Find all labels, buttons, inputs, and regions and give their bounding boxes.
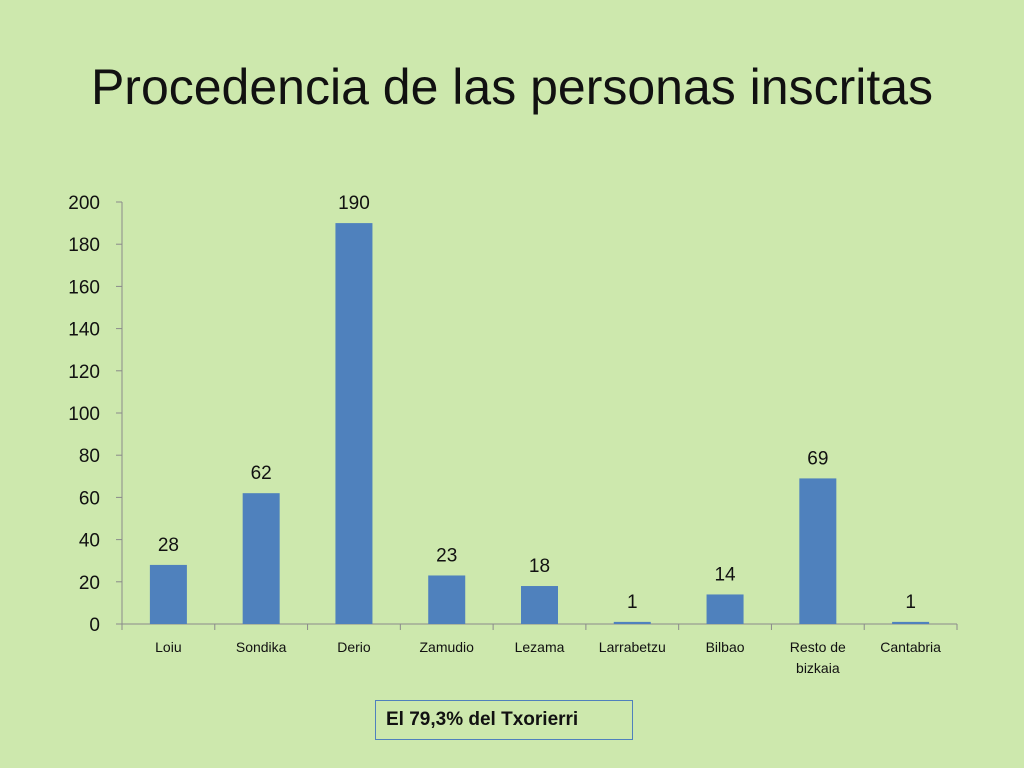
category-label: Sondika bbox=[236, 639, 287, 655]
bar bbox=[149, 564, 187, 624]
category-label: Zamudio bbox=[419, 639, 474, 655]
y-tick-label: 20 bbox=[79, 573, 100, 594]
y-tick-label: 80 bbox=[79, 446, 100, 467]
y-tick-label: 120 bbox=[68, 362, 100, 383]
bar bbox=[242, 493, 280, 624]
category-label: Bilbao bbox=[706, 639, 745, 655]
slide-title: Procedencia de las personas inscritas bbox=[90, 59, 934, 115]
category-label: Cantabria bbox=[880, 639, 941, 655]
bar bbox=[335, 223, 373, 624]
y-tick-label: 60 bbox=[79, 488, 100, 509]
data-label: 62 bbox=[251, 463, 272, 484]
bar bbox=[613, 621, 651, 624]
data-label: 69 bbox=[807, 448, 828, 469]
summary-note-box: El 79,3% del Txorierri bbox=[375, 700, 633, 740]
category-label: bizkaia bbox=[796, 660, 840, 676]
y-tick-label: 40 bbox=[79, 531, 100, 552]
bar bbox=[706, 594, 744, 624]
category-label: Loiu bbox=[155, 639, 181, 655]
category-label: Resto de bbox=[790, 639, 846, 655]
y-tick-label: 160 bbox=[68, 277, 100, 298]
data-label: 18 bbox=[529, 556, 550, 577]
bar bbox=[892, 621, 930, 624]
bar bbox=[521, 586, 558, 624]
y-tick-label: 0 bbox=[89, 615, 100, 636]
data-label: 190 bbox=[338, 193, 370, 214]
summary-note-text: El 79,3% del Txorierri bbox=[386, 709, 579, 730]
bar bbox=[428, 575, 466, 624]
y-tick-label: 140 bbox=[68, 320, 100, 341]
bar bbox=[799, 478, 837, 624]
y-tick-label: 100 bbox=[68, 404, 100, 425]
data-label: 1 bbox=[905, 592, 916, 613]
y-tick-label: 200 bbox=[68, 193, 100, 214]
category-label: Lezama bbox=[515, 639, 565, 655]
data-label: 23 bbox=[436, 545, 457, 566]
category-label: Derio bbox=[337, 639, 371, 655]
bar-chart: 0 20 40 60 80 100 120 140 160 180 200 28 Loiu 62 Sondi… bbox=[68, 193, 958, 676]
y-tick-label: 180 bbox=[68, 235, 100, 256]
category-label: Larrabetzu bbox=[599, 639, 666, 655]
data-label: 28 bbox=[158, 535, 179, 556]
data-label: 1 bbox=[627, 592, 638, 613]
data-label: 14 bbox=[714, 564, 736, 585]
